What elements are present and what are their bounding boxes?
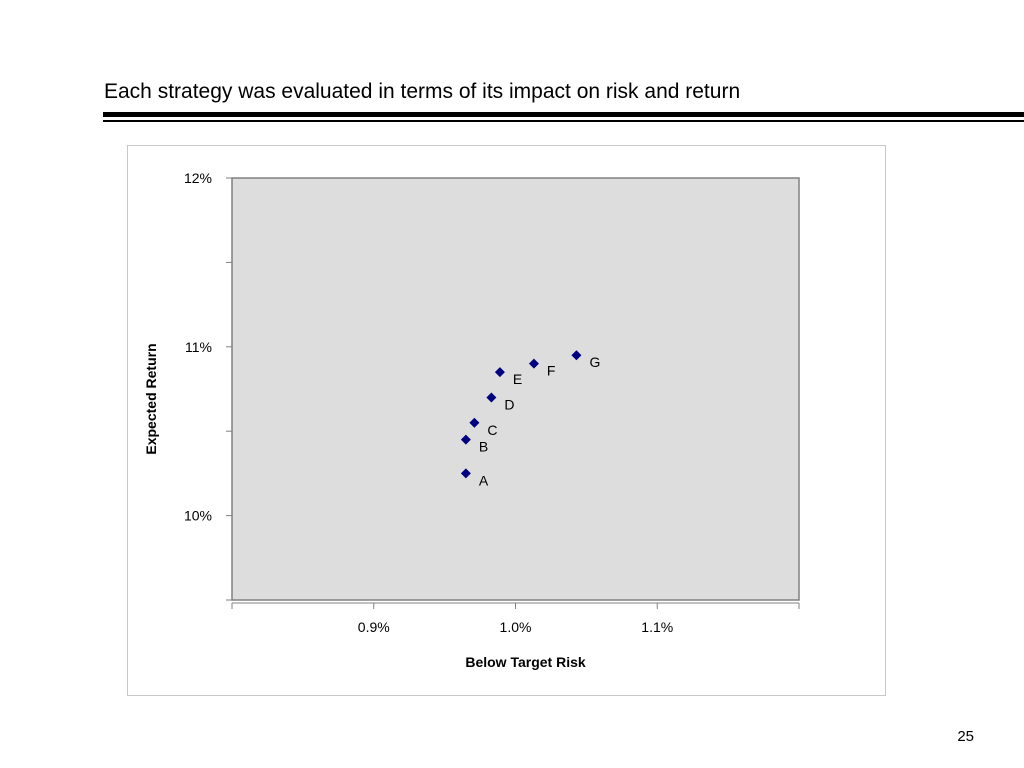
y-axis-title: Expected Return [143,343,159,454]
x-tick-label: 1.0% [500,619,532,635]
data-point-b [460,434,471,445]
x-tick-label: 0.9% [358,619,390,635]
data-point-e [494,367,505,378]
title-rule-thick [103,112,1024,117]
data-label-c: C [487,422,497,438]
data-point-f [528,358,539,369]
chart-frame: 10% 11% 12% 0.9% 1.0% 1.1% Below Target Risk Ex… [127,145,886,696]
y-tick-label: 10% [184,508,212,524]
data-label-e: E [513,371,522,387]
data-point-d [486,392,497,403]
scatter-chart: 10% 11% 12% 0.9% 1.0% 1.1% Below Target Risk Ex… [143,170,800,670]
data-label-d: D [504,396,514,412]
title-rule-thin [103,120,1024,122]
slide-title: Each strategy was evaluated in terms of … [104,80,741,103]
x-axis-title: Below Target Risk [465,654,586,670]
page-number: 25 [957,728,974,745]
data-point-a [460,468,471,479]
y-tick-label: 12% [184,170,212,186]
x-tick-label: 1.1% [641,619,673,635]
data-label-b: B [479,439,488,455]
data-label-a: A [479,472,489,488]
plot-area [231,177,800,601]
data-point-g [571,350,582,361]
data-point-c [469,417,480,428]
data-label-f: F [547,363,556,379]
data-label-g: G [589,354,600,370]
y-tick-label: 11% [185,339,212,355]
